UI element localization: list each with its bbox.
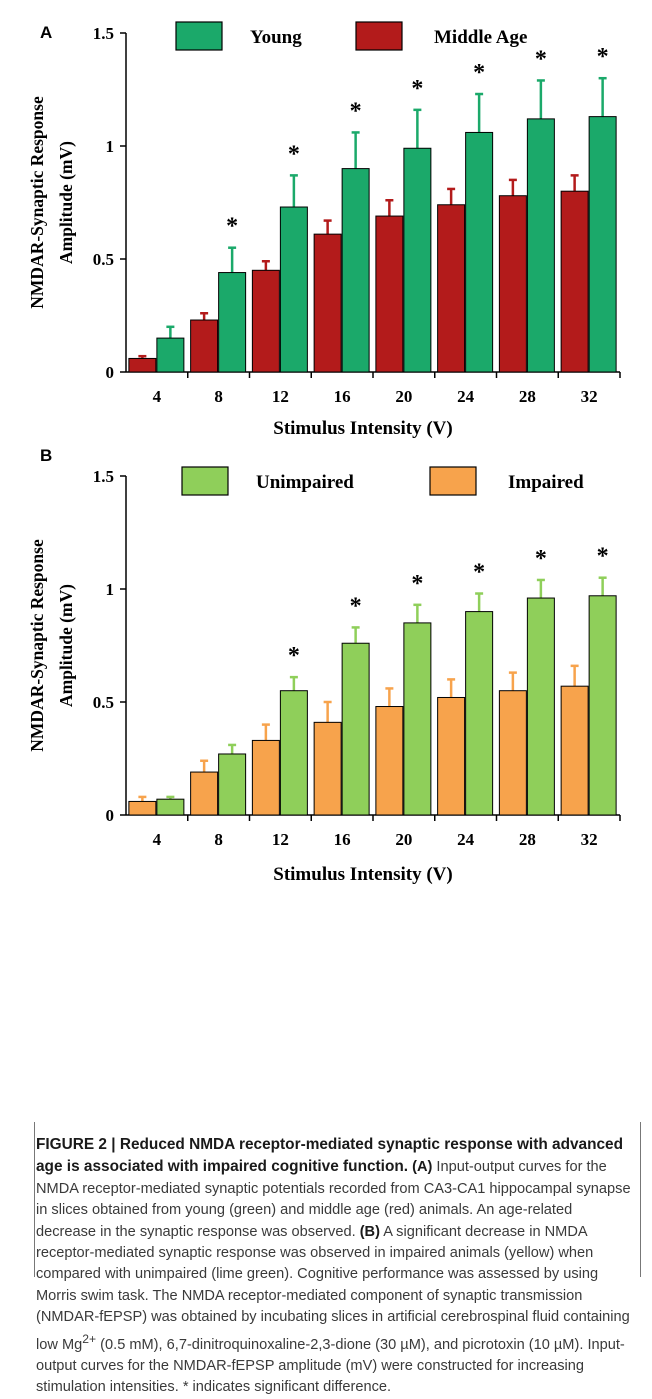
chart-b-bar-unimpaired xyxy=(156,798,185,816)
chart-b-ylabel-line2: Amplitude (mV) xyxy=(56,584,76,707)
chart-a-xtick-label: 16 xyxy=(334,387,351,406)
chart-a-bar-middle-age xyxy=(498,195,527,373)
chart-a-ylabel-line1: NMDAR-Synaptic Response xyxy=(27,96,47,309)
chart-a-xlabel: Stimulus Intensity (V) xyxy=(273,418,452,439)
chart-b-significance-marker: * xyxy=(535,546,547,572)
chart-a-significance-marker: * xyxy=(288,141,300,167)
caption-right-rule xyxy=(640,1122,641,1277)
chart-b-significance-marker: * xyxy=(288,643,300,669)
chart-a-bar-middle-age xyxy=(190,319,219,373)
chart-b-significance-marker: * xyxy=(597,544,609,570)
chart-a-bar-middle-age xyxy=(251,269,280,373)
figure-charts: A NMDAR-Synaptic Response Amplitude (mV) 0 0… xyxy=(27,21,621,885)
caption-text-a: Input-output curves for the NMDA recepto… xyxy=(36,1159,631,1240)
chart-a-xtick-label: 28 xyxy=(519,387,536,406)
caption-ref-b: (B) xyxy=(359,1223,380,1240)
chart-a-xtick-label: 24 xyxy=(457,387,475,406)
chart-a-bar-young xyxy=(218,272,247,373)
chart-a-xtick-label: 12 xyxy=(272,387,289,406)
chart-b-ytick-label: 0.5 xyxy=(93,693,114,712)
chart-a-legend-label: Middle Age xyxy=(434,27,527,48)
chart-a-significance-marker: * xyxy=(226,214,238,240)
chart-a-significance-marker: * xyxy=(350,98,362,124)
chart-b-xtick-label: 12 xyxy=(272,830,289,849)
chart-a-bar-young xyxy=(403,147,432,373)
caption-text-b-1: A significant decrease in NMDA receptor-… xyxy=(36,1223,630,1353)
chart-b-bar-impaired xyxy=(498,690,527,816)
chart-b-bar-unimpaired xyxy=(341,642,370,816)
chart-a-ytick-label: 1 xyxy=(106,137,115,156)
chart-b-bar-unimpaired xyxy=(588,595,617,816)
chart-a-bar-middle-age xyxy=(560,190,589,373)
chart-b-ytick-label: 1 xyxy=(106,580,115,599)
chart-b-significance-marker: * xyxy=(411,571,423,597)
chart-b-xlabel: Stimulus Intensity (V) xyxy=(273,864,452,885)
chart-b-xtick-label: 20 xyxy=(395,830,412,849)
chart-b-xtick-label: 16 xyxy=(334,830,351,849)
chart-a-legend-swatch xyxy=(355,21,403,51)
chart-b-bar-impaired xyxy=(375,706,404,816)
chart-a-xtick-label: 8 xyxy=(214,387,223,406)
chart-a-bar-young xyxy=(588,116,617,373)
chart-a-bar-young xyxy=(279,206,308,373)
caption-ref-a: (A) xyxy=(412,1159,433,1176)
chart-a-significance-marker: * xyxy=(535,46,547,72)
chart-a-legend-swatch xyxy=(175,21,223,51)
chart-b-significance-marker: * xyxy=(350,593,362,619)
chart-b-legend-swatch xyxy=(181,466,229,496)
chart-b-ytick-label: 1.5 xyxy=(93,467,114,486)
caption-superscript: 2+ xyxy=(82,1331,97,1346)
chart-a-ytick-label: 0 xyxy=(106,363,115,382)
chart-a-ylabel-line2: Amplitude (mV) xyxy=(56,141,76,264)
chart-b-ytick-label: 0 xyxy=(106,806,115,825)
chart-a-bar-young xyxy=(156,337,185,373)
chart-b-bar-impaired xyxy=(190,771,219,816)
chart-b-legend-swatch xyxy=(429,466,477,496)
chart-b-bar-unimpaired xyxy=(218,753,247,816)
figure-page: A NMDAR-Synaptic Response Amplitude (mV) 0 0… xyxy=(27,21,641,1395)
chart-b-legend-label: Impaired xyxy=(508,472,584,493)
chart-a-bar-middle-age xyxy=(437,204,466,373)
chart-b-bar-impaired xyxy=(128,800,157,816)
caption-left-rule xyxy=(34,1122,35,1277)
chart-a-bar-young xyxy=(341,168,370,373)
chart-b-bar-unimpaired xyxy=(279,690,308,816)
chart-b-ylabel-line1: NMDAR-Synaptic Response xyxy=(27,539,47,752)
caption-title: FIGURE 2 | Reduced NMDA receptor-mediate… xyxy=(36,1136,624,1176)
chart-a-bar-young xyxy=(465,131,494,373)
chart-a-bar-middle-age xyxy=(128,357,157,373)
chart-b-xtick-label: 32 xyxy=(581,830,598,849)
chart-b-bar-unimpaired xyxy=(465,611,494,816)
chart-b-significance-marker: * xyxy=(473,560,485,586)
chart-b-bar-unimpaired xyxy=(403,622,432,816)
chart-b-xtick-label: 8 xyxy=(214,830,223,849)
chart-b-bar-impaired xyxy=(251,739,280,816)
chart-a-significance-marker: * xyxy=(411,76,423,102)
chart-b-xtick-label: 24 xyxy=(457,830,475,849)
chart-a-bar-young xyxy=(526,118,555,373)
caption-text-b-2: (0.5 mM), 6,7-dinitroquinoxaline-2,3-dio… xyxy=(36,1336,625,1396)
chart-a-bar-middle-age xyxy=(375,215,404,373)
chart-a-xtick-label: 4 xyxy=(153,387,162,406)
chart-a-panel-label: A xyxy=(40,23,52,42)
chart-a-ytick-label: 0.5 xyxy=(93,250,114,269)
chart-a-legend-label: Young xyxy=(250,27,302,48)
chart-b-xtick-label: 4 xyxy=(153,830,162,849)
chart-a-bar-middle-age xyxy=(313,233,342,373)
chart-a-significance-marker: * xyxy=(473,60,485,86)
chart-a-xtick-label: 32 xyxy=(581,387,598,406)
chart-b-bar-unimpaired xyxy=(526,597,555,816)
chart-b-bar-impaired xyxy=(313,721,342,816)
chart-a-ytick-label: 1.5 xyxy=(93,24,114,43)
chart-b-bar-impaired xyxy=(437,696,466,816)
chart-b-xtick-label: 28 xyxy=(519,830,536,849)
chart-b-panel-label: B xyxy=(40,446,52,465)
chart-b-legend-label: Unimpaired xyxy=(256,472,354,493)
chart-a-significance-marker: * xyxy=(597,44,609,70)
chart-a-xtick-label: 20 xyxy=(395,387,412,406)
chart-b-bar-impaired xyxy=(560,685,589,816)
figure-caption: FIGURE 2 | Reduced NMDA receptor-mediate… xyxy=(36,1134,636,1399)
